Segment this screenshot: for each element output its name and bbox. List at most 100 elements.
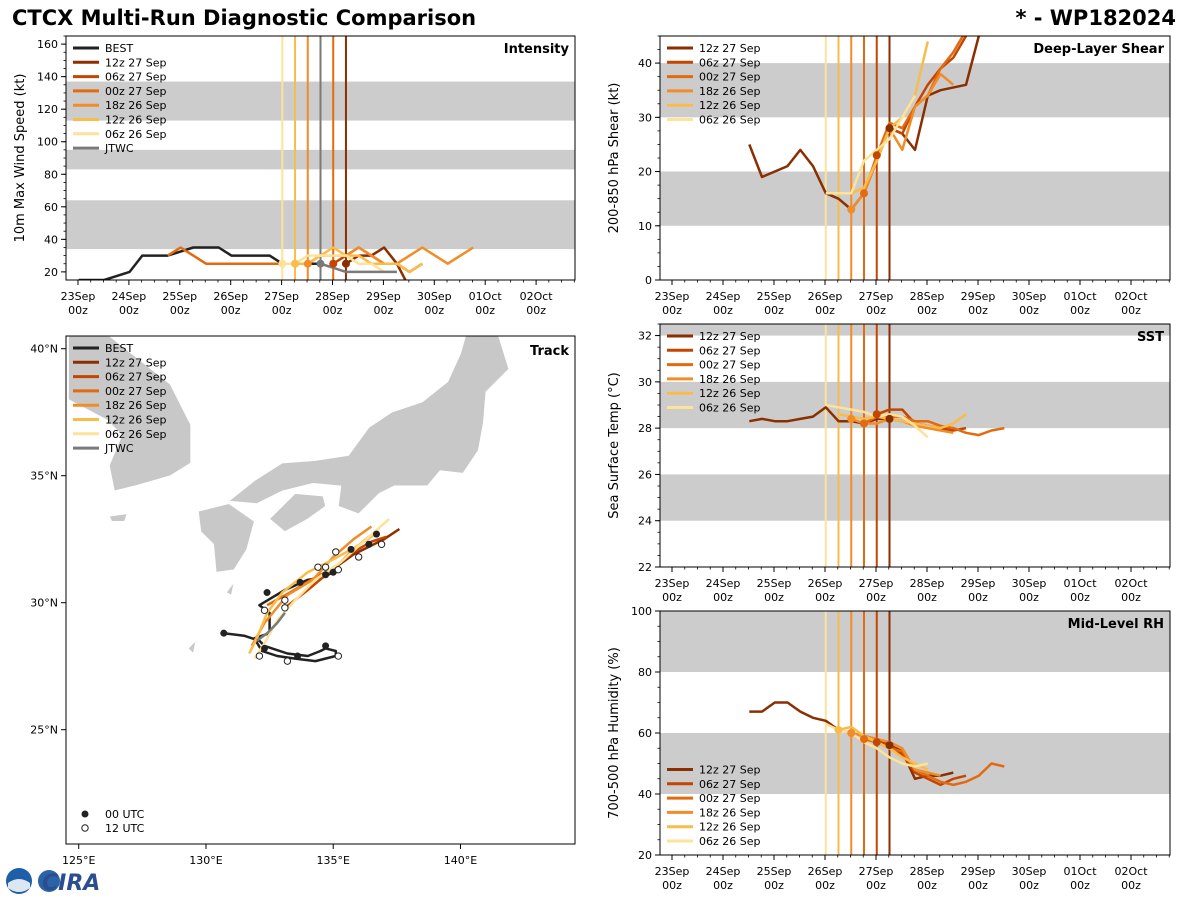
x-tick-date: 26Sep [213,290,248,303]
track-point-00utc [365,540,373,548]
init-marker [860,189,868,198]
series-line [320,262,397,274]
x-tick-label: 01Oct 00z [469,290,503,317]
legend-label: 12z 26 Sep [105,414,167,427]
legend-label: 18z 26 Sep [699,373,761,386]
lon-tick-label: 135°E [316,854,349,867]
honshu-land [228,336,510,515]
init-marker [341,259,350,268]
legend-label: 18z 26 Sep [699,806,761,819]
x-tick-label: 25Sep 00z [757,290,792,317]
legend-label: 00z 27 Sep [699,792,761,805]
x-tick-hour: 00z [170,304,190,317]
x-tick-hour: 00z [1121,304,1141,317]
track-point-00utc [347,545,355,553]
x-tick-date: 29Sep [961,577,996,590]
x-tick-hour: 00z [866,304,886,317]
x-tick-date: 26Sep [808,290,843,303]
x-tick-hour: 00z [764,304,784,317]
x-tick-date: 23Sep [61,290,96,303]
x-tick-date: 24Sep [112,290,147,303]
x-tick-label: 28Sep 00z [315,290,350,317]
track-point-00utc [294,652,302,660]
x-tick-date: 29Sep [366,290,401,303]
threshold-band [660,611,1170,672]
y-tick-label: 30 [638,376,652,389]
legend-label: JTWC [104,442,134,455]
x-tick-label: 01Oct 00z [1063,865,1097,892]
globe-icon [38,870,60,892]
x-tick-date: 30Sep [417,290,452,303]
threshold-band [660,171,1170,226]
track-point-12utc [377,540,386,548]
y-tick-label: 20 [638,166,652,179]
x-tick-hour: 00z [1019,879,1039,892]
x-tick-date: 30Sep [1012,577,1047,590]
x-tick-date: 02Oct [1114,577,1148,590]
track-point-12utc [334,652,343,660]
x-tick-date: 29Sep [961,865,996,878]
x-tick-hour: 00z [221,304,241,317]
init-marker [847,729,856,737]
plot-area [660,36,1170,280]
x-tick-hour: 00z [662,879,682,892]
track-point-12utc [321,563,330,571]
x-tick-date: 25Sep [757,865,792,878]
x-tick-date: 01Oct [1063,577,1097,590]
track-point-00utc [296,578,304,586]
x-tick-hour: 00z [968,879,988,892]
init-marker [872,738,881,747]
legend-label: BEST [105,42,133,55]
track-point-00utc [261,644,269,652]
lon-tick-label: 140°E [444,854,477,867]
lat-tick-label: 30°N [30,597,58,610]
legend-label: 12z 27 Sep [105,56,167,69]
x-tick-date: 23Sep [655,290,690,303]
jeju-land [108,513,128,522]
x-tick-hour: 00z [374,304,394,317]
x-tick-label: 24Sep 00z [706,865,741,892]
x-tick-label: 24Sep 00z [112,290,147,317]
y-axis-label: Sea Surface Temp (°C) [607,372,622,519]
x-tick-label: 27Sep 00z [859,865,894,892]
x-tick-hour: 00z [272,304,292,317]
y-axis-label: 10m Max Wind Speed (kt) [13,74,28,243]
cira-logo: CIRA [6,868,100,896]
legend-label: 06z 27 Sep [699,56,761,69]
threshold-band [660,324,1170,336]
track-line [256,612,286,642]
x-tick-hour: 00z [713,591,733,604]
legend-label: BEST [105,342,133,355]
x-tick-date: 01Oct [1063,290,1097,303]
x-tick-label: 29Sep 00z [961,290,996,317]
x-tick-label: 01Oct 00z [1063,290,1097,317]
x-tick-date: 24Sep [706,290,741,303]
track-point-12utc [283,657,292,665]
x-tick-date: 29Sep [961,290,996,303]
panel-title: Mid-Level RH [1068,617,1164,632]
x-tick-label: 02Oct 00z [520,290,554,317]
x-tick-label: 23Sep 00z [655,865,690,892]
x-tick-hour: 00z [119,304,139,317]
y-tick-label: 24 [638,515,652,528]
series-line [295,246,423,274]
legend-marker-12utc [81,824,89,832]
track-line [223,571,338,663]
init-marker [847,205,856,214]
lat-tick-label: 25°N [30,724,58,737]
legend-label: 06z 27 Sep [699,778,761,791]
track-point-12utc [281,604,289,612]
x-tick-label: 24Sep 00z [706,577,741,604]
init-marker [316,259,325,268]
y-tick-label: 40 [44,233,58,246]
init-marker [847,414,856,423]
x-tick-date: 25Sep [757,290,792,303]
x-tick-hour: 00z [1121,591,1141,604]
series-line [282,254,385,273]
legend-label: 06z 27 Sep [105,71,167,84]
kyushu-land [197,503,255,573]
storm-id: * - WP182024 [1015,6,1176,30]
lon-tick-label: 125°E [62,854,95,867]
